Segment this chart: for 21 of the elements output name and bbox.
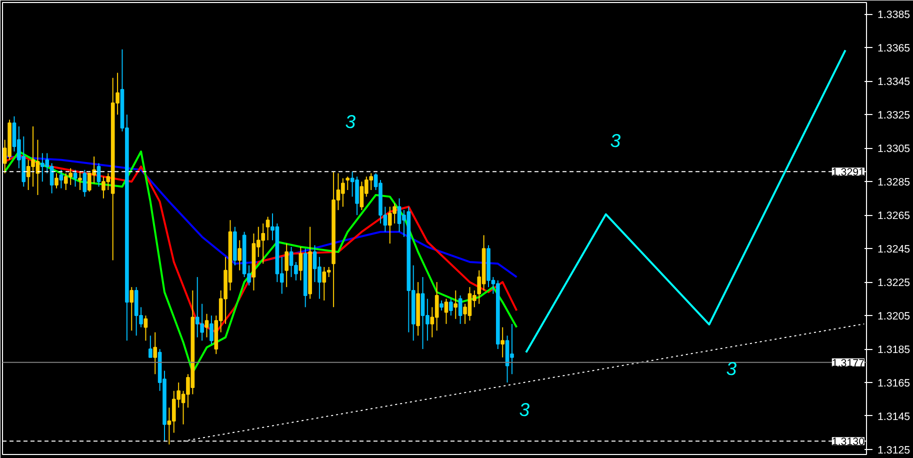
y-tick-label: 1.3145 <box>878 410 910 423</box>
y-tick-label: 1.3365 <box>878 42 910 55</box>
y-tick-label: 1.3345 <box>878 76 910 88</box>
y-tick-label: 1.3245 <box>878 244 910 256</box>
y-tick-label: 1.3265 <box>878 210 910 222</box>
y-tick-label: 1.3285 <box>878 176 910 189</box>
annotation: 3 <box>726 358 738 379</box>
y-tick-label: 1.3325 <box>878 110 910 122</box>
y-tick-label: 1.3205 <box>878 310 910 323</box>
annotation: 3 <box>345 111 356 132</box>
annotation: 3 <box>610 130 622 151</box>
y-tick-label: 1.3305 <box>878 143 910 156</box>
y-tick-label: 1.3165 <box>878 378 910 390</box>
annotation: 3 <box>519 399 530 420</box>
ref-line-label: 1.3177 <box>832 357 865 370</box>
ref-line-label: 1.3130 <box>832 436 865 448</box>
ref-line-label: 1.3291 <box>832 166 865 179</box>
y-tick-label: 1.3225 <box>878 277 910 290</box>
y-tick-label: 1.3185 <box>878 344 910 356</box>
y-tick-label: 1.3385 <box>878 9 910 22</box>
y-tick-label: 1.3125 <box>878 444 910 456</box>
